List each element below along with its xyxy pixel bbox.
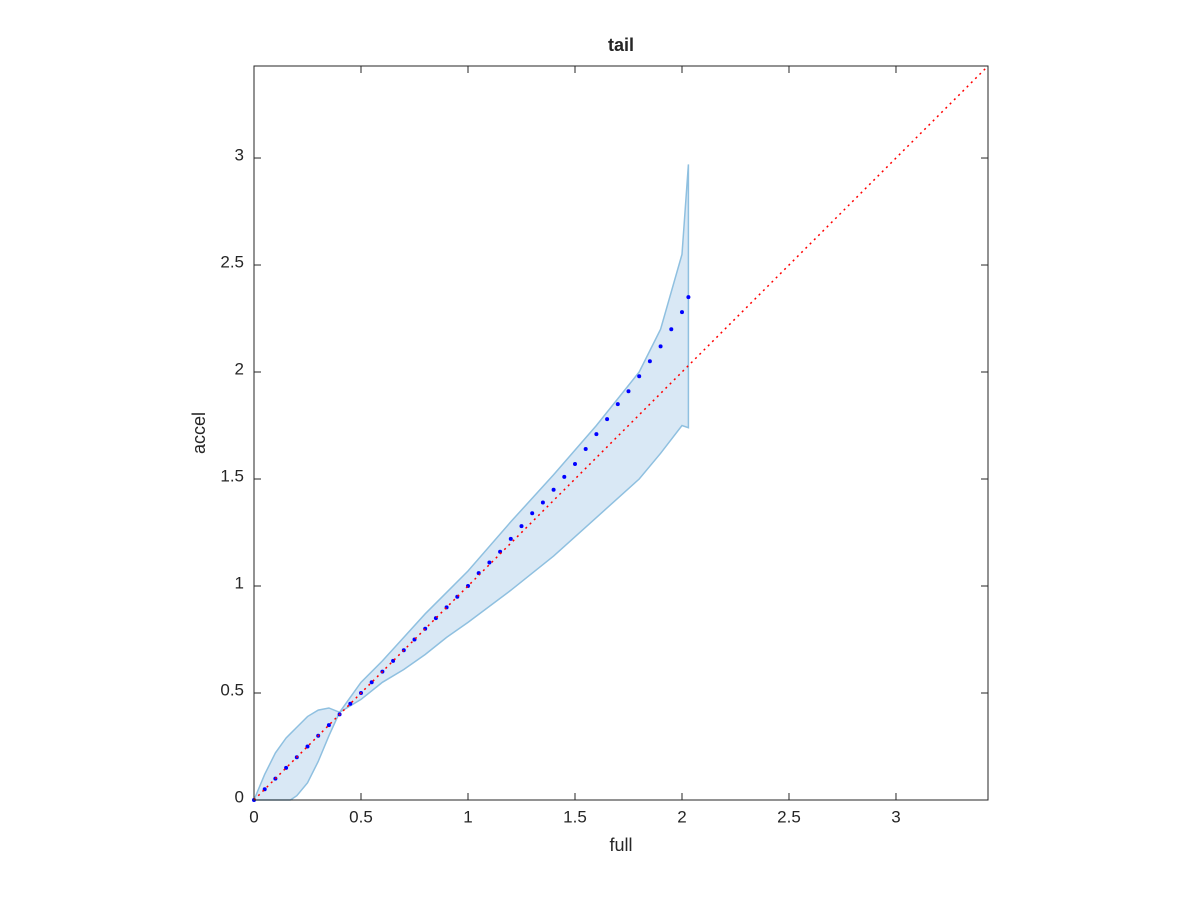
data-point (594, 432, 599, 437)
y-tick-label: 2.5 (220, 252, 244, 271)
data-point (583, 447, 588, 452)
x-tick-label: 1 (463, 807, 472, 826)
x-tick-label: 1.5 (563, 807, 587, 826)
data-point (658, 344, 663, 349)
data-point (605, 417, 610, 422)
data-point (530, 511, 535, 516)
x-tick-label: 2.5 (777, 807, 801, 826)
data-point (487, 560, 492, 565)
y-tick-label: 0.5 (220, 680, 244, 699)
data-point (637, 374, 642, 379)
data-point (669, 327, 674, 332)
y-tick-label: 3 (235, 146, 244, 165)
data-point (508, 536, 513, 541)
y-tick-label: 0 (235, 787, 244, 806)
confidence-band (252, 164, 690, 801)
x-tick-label: 0 (249, 807, 258, 826)
data-point (615, 402, 620, 407)
data-point (305, 744, 310, 749)
x-axis-label: full (609, 835, 632, 855)
data-point (326, 723, 331, 728)
data-point (540, 500, 545, 505)
y-axis-label: accel (189, 412, 209, 454)
y-tick-label: 2 (235, 359, 244, 378)
y-tick-label: 1.5 (220, 466, 244, 485)
data-point (679, 310, 684, 315)
data-point (519, 524, 524, 529)
data-point (551, 487, 556, 492)
data-point (647, 359, 652, 364)
data-point (348, 701, 353, 706)
y-tick-label: 1 (235, 573, 244, 592)
data-point (686, 295, 691, 300)
x-tick-label: 0.5 (349, 807, 373, 826)
data-point (572, 462, 577, 467)
data-point (626, 389, 631, 394)
plot-frame (253, 65, 989, 801)
data-point (562, 474, 567, 479)
reference-line (253, 65, 989, 801)
x-tick-label: 3 (891, 807, 900, 826)
data-point (369, 680, 374, 685)
chart-title: tail (608, 35, 634, 55)
x-tick-label: 2 (677, 807, 686, 826)
